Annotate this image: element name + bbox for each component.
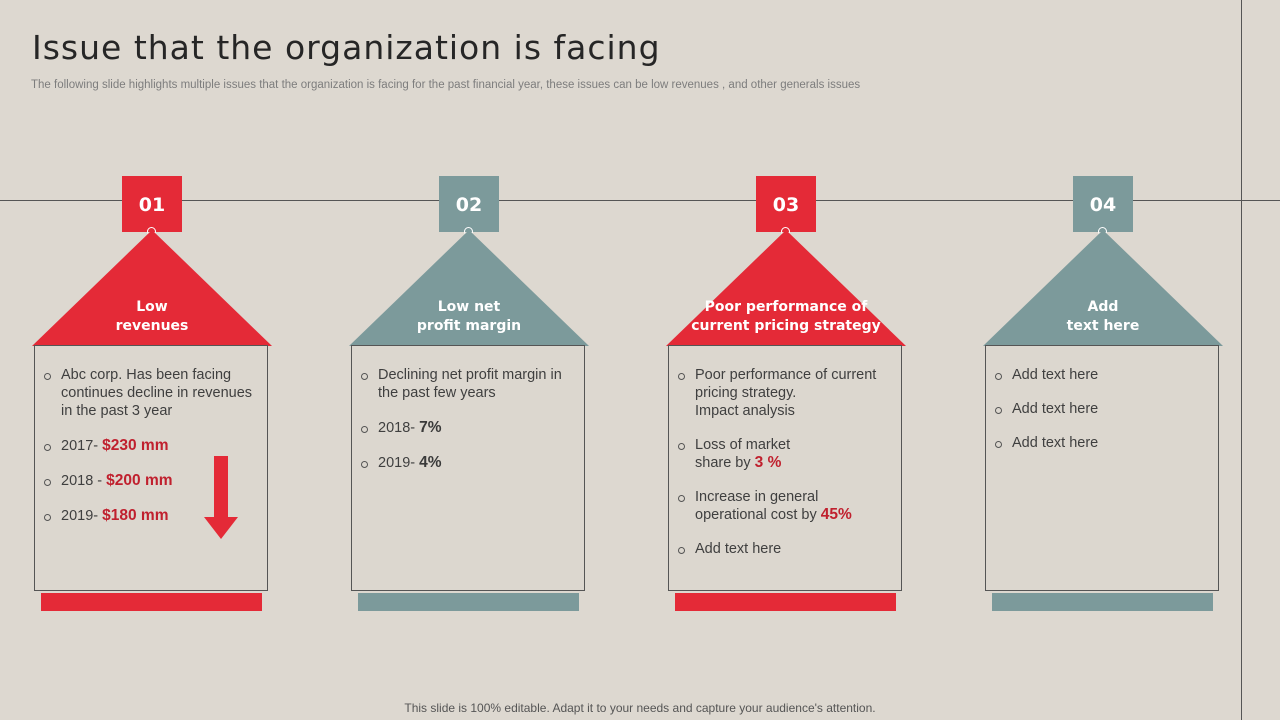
- list-item: 2018 - $200 mm: [44, 472, 257, 490]
- divider-line: [1241, 0, 1242, 720]
- issue-heading: Poor performance of current pricing stra…: [691, 299, 881, 334]
- list-item: Add text here: [678, 540, 891, 558]
- list-item: Add text here: [995, 366, 1208, 384]
- issue-details-box: Add text here Add text here Add text her…: [985, 345, 1219, 591]
- issue-number-badge: 04: [1073, 176, 1133, 236]
- page-title: Issue that the organization is facing: [32, 28, 661, 67]
- list-item: Declining net profit margin in the past …: [361, 366, 574, 402]
- list-item: Add text here: [995, 400, 1208, 418]
- roof-shape: [32, 230, 272, 346]
- issue-details-box: Abc corp. Has been facing continues decl…: [34, 345, 268, 591]
- list-item: Add text here: [995, 434, 1208, 452]
- list-item: Loss of market share by 3 %: [678, 436, 891, 472]
- list-item: Increase in general operational cost by …: [678, 488, 891, 524]
- issue-card-3: 03 Poor performance of current pricing s…: [666, 0, 906, 720]
- card-base-bar: [675, 593, 896, 611]
- issue-details-box: Poor performance of current pricing stra…: [668, 345, 902, 591]
- card-base-bar: [992, 593, 1213, 611]
- roof-shape: [666, 230, 906, 346]
- down-arrow-icon: [204, 456, 238, 539]
- issue-card-2: 02 Low net profit margin Declining net p…: [349, 0, 589, 720]
- issue-details-box: Declining net profit margin in the past …: [351, 345, 585, 591]
- list-item: 2018- 7%: [361, 419, 574, 437]
- issue-card-1: 01 Low revenues Abc corp. Has been facin…: [32, 0, 272, 720]
- issue-card-4: 04 Add text here Add text here Add text …: [983, 0, 1223, 720]
- card-base-bar: [41, 593, 262, 611]
- footer-note: This slide is 100% editable. Adapt it to…: [404, 701, 876, 715]
- issue-heading: Low revenues: [115, 299, 189, 334]
- roof-shape: [983, 230, 1223, 346]
- issue-number-badge: 03: [756, 176, 816, 236]
- list-item: Poor performance of current pricing stra…: [678, 366, 891, 420]
- list-item: 2019- 4%: [361, 454, 574, 472]
- list-item: Abc corp. Has been facing continues decl…: [44, 366, 257, 420]
- issue-number-badge: 02: [439, 176, 499, 236]
- page-subtitle: The following slide highlights multiple …: [31, 79, 861, 91]
- list-item: 2019- $180 mm: [44, 507, 257, 525]
- timeline-line: [0, 200, 1280, 201]
- card-base-bar: [358, 593, 579, 611]
- issue-number-badge: 01: [122, 176, 182, 236]
- issue-heading: Add text here: [1066, 299, 1140, 334]
- issue-heading: Low net profit margin: [416, 299, 522, 334]
- roof-shape: [349, 230, 589, 346]
- list-item: 2017- $230 mm: [44, 437, 257, 455]
